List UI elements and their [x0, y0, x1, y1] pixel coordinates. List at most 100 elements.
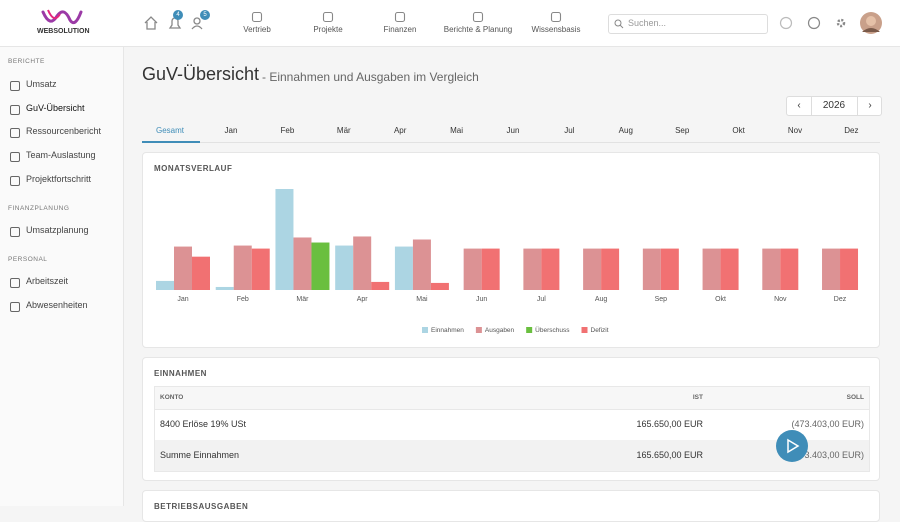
sidebar-item[interactable]: Arbeitszeit [26, 276, 69, 286]
tab[interactable]: Apr [393, 126, 407, 135]
tab[interactable]: Feb [280, 126, 295, 135]
logo-mark [41, 9, 83, 25]
sidebar-item[interactable]: Umsatz [26, 79, 57, 89]
bar [192, 256, 210, 290]
bar [156, 280, 174, 290]
sidebar-item[interactable]: Team-Auslastung [26, 150, 96, 160]
bar [311, 242, 330, 290]
nav-icon [10, 227, 20, 237]
bar [335, 245, 354, 290]
expense-card: BETRIEBSAUSGABEN [142, 490, 880, 522]
nav-icon [10, 278, 20, 288]
bar [702, 248, 721, 290]
x-tick-label: Jul [537, 296, 546, 303]
section-title: FINANZPLANUNG [8, 205, 70, 212]
x-tick-label: Jun [476, 296, 487, 303]
x-tick-label: Nov [774, 296, 787, 303]
nav-icon [472, 11, 484, 23]
palette-icon[interactable] [807, 16, 821, 30]
badge: 5 [200, 10, 210, 20]
legend-label: Einnahmen [431, 327, 464, 334]
bar [215, 286, 234, 290]
bar [353, 236, 372, 290]
bar [780, 248, 799, 290]
nav-item[interactable]: Vertrieb [243, 25, 271, 34]
x-tick-label: Feb [237, 296, 249, 303]
legend-swatch [526, 327, 533, 333]
legend-swatch [422, 327, 428, 333]
nav-icon [322, 11, 334, 23]
table-header [155, 387, 869, 410]
tab[interactable]: Aug [618, 126, 633, 135]
legend-label: Überschuss [535, 326, 570, 334]
table-cell: Summe Einnahmen [160, 450, 240, 460]
income-card: EINNAHMEN KONTO IST SOLL 8400 Erlöse 19% US… [142, 357, 880, 481]
prev-year[interactable]: ‹ [787, 97, 812, 115]
next-year[interactable]: › [857, 97, 882, 115]
tab[interactable]: Jan [224, 126, 238, 135]
bar [481, 248, 500, 290]
chart-title: MONATSVERLAUF [154, 164, 232, 173]
tab[interactable]: Sep [675, 126, 690, 135]
clock-icon[interactable] [779, 16, 793, 30]
sidebar-item[interactable]: Projektfortschritt [26, 174, 92, 184]
search-placeholder: Suchen... [628, 18, 667, 28]
table-cell: 8400 Erlöse 19% USt [160, 419, 247, 429]
bar [583, 248, 602, 290]
badge: 4 [173, 10, 183, 20]
home-icon[interactable] [144, 16, 158, 30]
nav-icon [251, 11, 263, 23]
top-bar: WEBSOLUTION Suchen... 4 5 Vertrieb Projekte… [0, 0, 900, 47]
sidebar-item[interactable]: GuV-Übersicht [26, 103, 85, 113]
avatar[interactable] [860, 12, 882, 34]
tab[interactable]: Gesamt [155, 126, 184, 135]
bar [822, 248, 841, 290]
tab[interactable]: Dez [844, 126, 859, 135]
nav-item[interactable]: Finanzen [383, 25, 417, 34]
tab[interactable]: Jun [506, 126, 520, 135]
nav-item[interactable]: Wissensbasis [531, 25, 581, 34]
nav-item[interactable]: Berichte & Planung [443, 25, 513, 34]
nav-icon [10, 176, 20, 186]
bar [412, 239, 431, 290]
tab[interactable]: Mai [450, 126, 464, 135]
bar [275, 189, 294, 290]
tab[interactable]: Okt [732, 126, 745, 135]
tab[interactable]: Nov [787, 126, 803, 135]
tab[interactable]: Jul [564, 126, 575, 135]
page-subtitle: - Einnahmen und Ausgaben im Vergleich [262, 70, 479, 84]
section-title: BERICHTE [8, 58, 45, 65]
bar [660, 248, 679, 290]
bar [394, 246, 413, 290]
bar [463, 248, 482, 290]
play-button[interactable] [775, 429, 809, 463]
page-title: GuV-Übersicht [142, 64, 260, 84]
income-table: KONTO IST SOLL 8400 Erlöse 19% USt 165.650,0… [154, 386, 870, 472]
bar [720, 248, 739, 290]
sidebar-item[interactable]: Abwesenheiten [26, 300, 88, 310]
settings-icon[interactable] [836, 18, 846, 28]
table-row-bg [155, 440, 869, 471]
year-selector: ‹ 2026 › [786, 96, 882, 116]
bar [430, 282, 449, 290]
bar [371, 281, 390, 290]
nav-item[interactable]: Projekte [313, 25, 343, 34]
x-tick-label: Jan [177, 296, 188, 303]
bar [762, 248, 781, 290]
tab-rule [142, 142, 880, 143]
section-title: PERSONAL [8, 256, 48, 263]
card-title: BETRIEBSAUSGABEN [154, 502, 249, 511]
legend-label: Ausgaben [485, 327, 515, 334]
table-cell: 165.650,00 EUR [636, 450, 703, 460]
bar [541, 248, 560, 290]
x-tick-label: Mär [296, 296, 309, 303]
sidebar-item[interactable]: Ressourcenbericht [26, 126, 102, 136]
users-icon[interactable] [193, 17, 201, 25]
table-cell: 165.650,00 EUR [636, 419, 703, 429]
search-box[interactable]: Suchen... [608, 14, 768, 34]
tab[interactable]: Mär [336, 126, 351, 135]
x-tick-label: Dez [834, 296, 847, 303]
x-tick-label: Apr [357, 296, 369, 303]
sidebar-item[interactable]: Umsatzplanung [26, 225, 89, 235]
